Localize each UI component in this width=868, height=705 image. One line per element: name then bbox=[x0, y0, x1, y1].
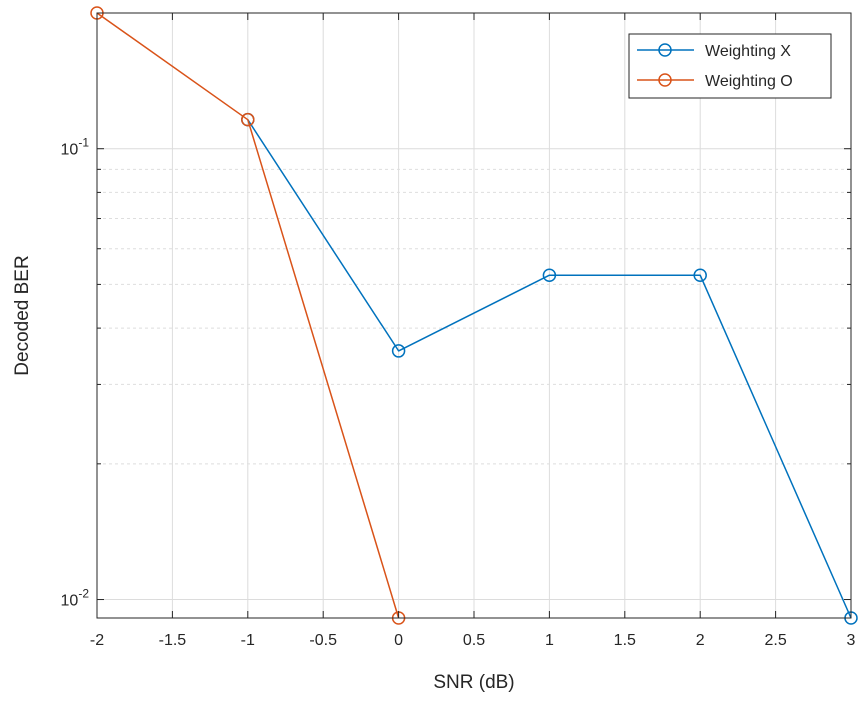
x-tick-label: 1.5 bbox=[614, 632, 636, 649]
y-tick-label-exponent: -2 bbox=[78, 587, 89, 601]
x-tick-label: 0 bbox=[394, 632, 403, 649]
y-tick-label-base: 10 bbox=[61, 593, 79, 610]
series-line bbox=[247, 119, 852, 619]
x-tick-label: 3 bbox=[847, 632, 856, 649]
legend-swatch-marker bbox=[658, 43, 672, 57]
ticks: -2 -1.5 -1 -0.5 0 0.5 1 1.5 2 2.5 310-210-1 bbox=[61, 13, 856, 649]
x-tick-label: 0.5 bbox=[463, 632, 485, 649]
legend-label: Weighting O bbox=[705, 73, 793, 90]
y-tick-label: 10-1 bbox=[61, 136, 90, 159]
y-tick-label-base: 10 bbox=[61, 142, 79, 159]
data-point bbox=[391, 344, 406, 358]
x-tick-label: 2 bbox=[696, 632, 705, 649]
x-tick-label: 1 bbox=[545, 632, 554, 649]
legend-label: Weighting X bbox=[705, 43, 791, 60]
x-tick-label: -0.5 bbox=[309, 632, 337, 649]
y-tick-label: 10-2 bbox=[61, 587, 90, 610]
data-point bbox=[693, 268, 707, 282]
x-tick-label: -2 bbox=[90, 632, 104, 649]
x-axis-label: SNR (dB) bbox=[433, 672, 514, 693]
legend: Weighting X Weighting O bbox=[628, 33, 832, 99]
data-point bbox=[542, 268, 557, 282]
x-tick-label: -1.5 bbox=[159, 632, 187, 649]
data-point bbox=[241, 112, 255, 127]
x-tick-label: -1 bbox=[241, 632, 255, 649]
series-line bbox=[96, 12, 400, 619]
x-tick-label: 2.5 bbox=[764, 632, 786, 649]
legend-swatch-marker bbox=[658, 73, 672, 87]
y-tick-label-exponent: -1 bbox=[78, 136, 89, 150]
y-axis-label: Decoded BER bbox=[12, 255, 33, 375]
